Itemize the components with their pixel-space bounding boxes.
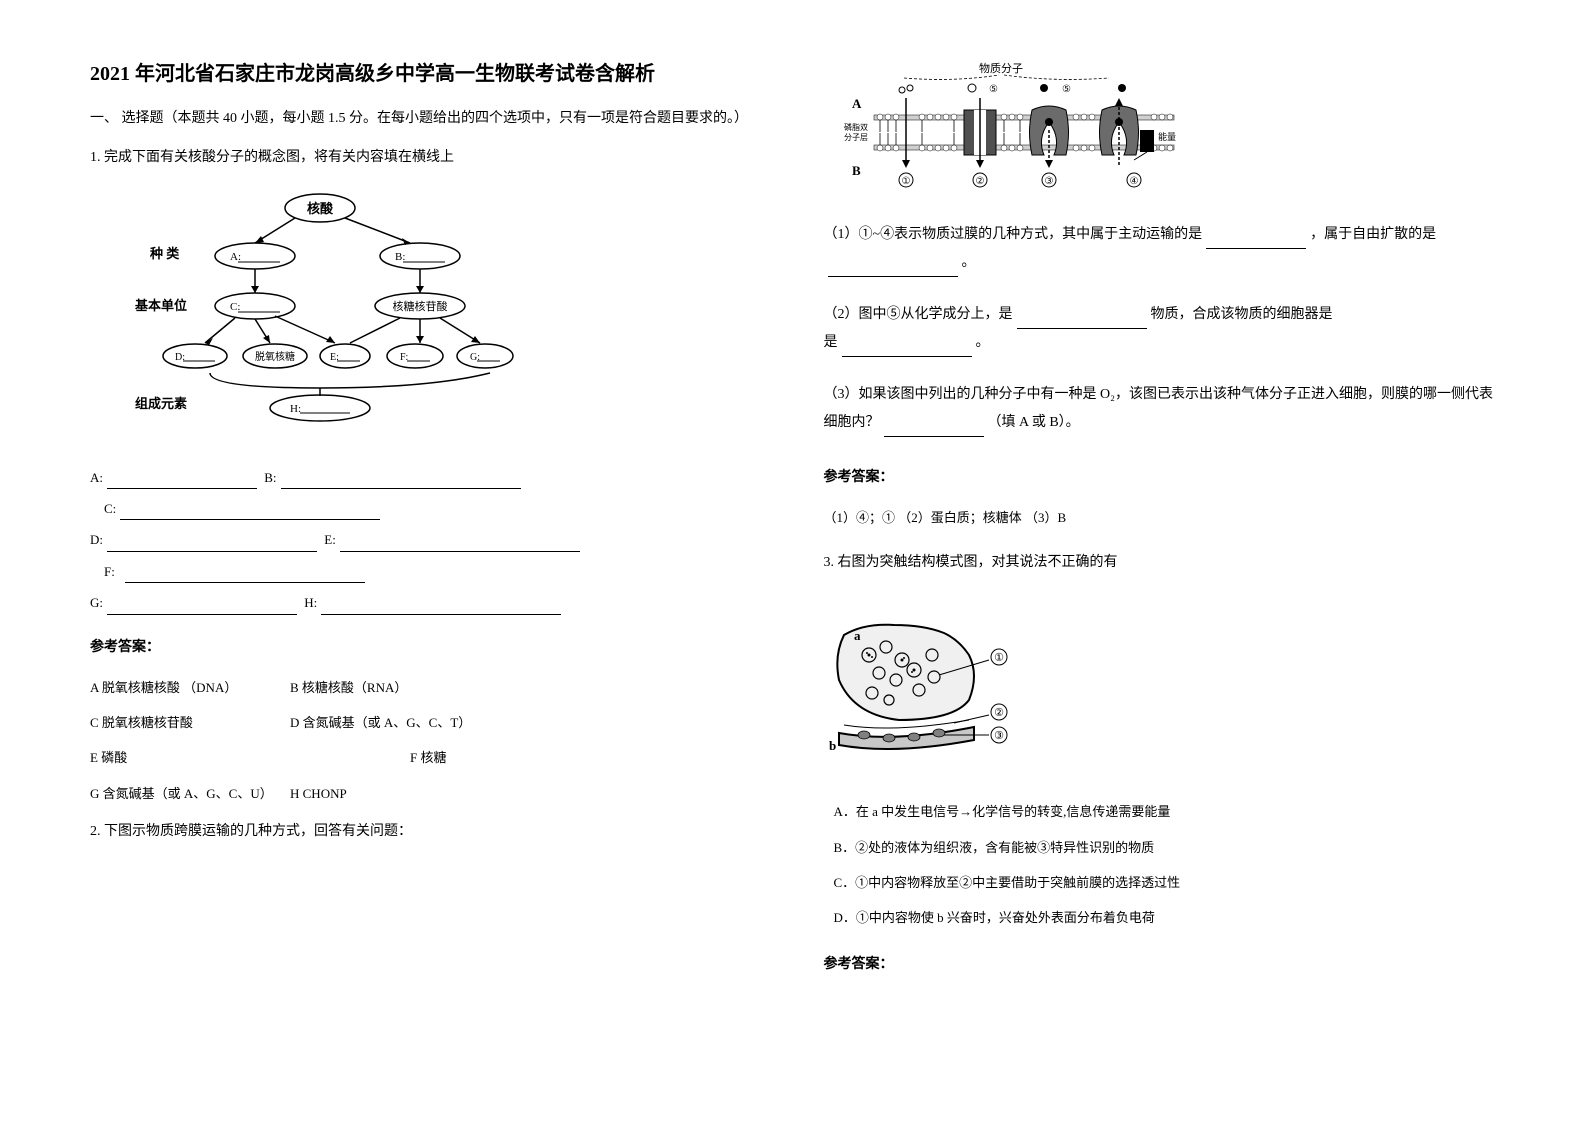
- q2-sub1: （1）①~④表示物质过膜的几种方式，其中属于主动运输的是，属于自由扩散的是 。 …: [824, 221, 1498, 277]
- q2-membrane-diagram: 物质分子 ⑤ ⑤ A B 磷脂双 分子层: [824, 60, 1498, 209]
- q1-blank-row-DE: D: E:: [90, 528, 764, 551]
- svg-text:种 类: 种 类: [149, 246, 180, 261]
- svg-text:⑤: ⑤: [1062, 84, 1071, 95]
- section-1-header: 一、 选择题（本题共 40 小题，每小题 1.5 分。在每小题给出的四个选项中，…: [90, 106, 764, 131]
- q2-sub1-b: ，属于自由扩散的是: [1310, 227, 1436, 242]
- svg-text:C:: C:: [230, 301, 240, 313]
- document-title: 2021 年河北省石家庄市龙岗高级乡中学高一生物联考试卷含解析: [90, 60, 764, 88]
- q1-blank-row-F: F:: [90, 560, 764, 583]
- svg-text:B: B: [852, 163, 861, 178]
- left-column: 2021 年河北省石家庄市龙岗高级乡中学高一生物联考试卷含解析 一、 选择题（本…: [90, 60, 764, 1062]
- label-B: B:: [264, 470, 276, 485]
- q2-blank-1a: [1206, 233, 1306, 249]
- q2-sub3: （3）如果该图中列出的几种分子中有一种是 O₂，该图已表示出该种气体分子正进入细…: [824, 381, 1498, 437]
- blank-E: [340, 536, 580, 552]
- q3-option-A: A．在 a 中发生电信号→化学信号的转变,信息传递需要能量: [824, 800, 1498, 823]
- ans-G: G 含氮碱基（或 A、G、C、U）: [90, 782, 290, 805]
- q1-answer-AB: A 脱氧核糖核酸 （DNA） B 核糖核酸（RNA）: [90, 676, 764, 699]
- svg-text:A: A: [852, 96, 862, 111]
- q1-blank-row-GH: G: H:: [90, 591, 764, 614]
- svg-text:核酸: 核酸: [307, 201, 334, 216]
- q3-prompt: 3. 右图为突触结构模式图，对其说法不正确的有: [824, 550, 1498, 575]
- q1-prompt: 1. 完成下面有关核酸分子的概念图，将有关内容填在横线上: [90, 145, 764, 170]
- blank-G: [107, 599, 297, 615]
- q2-sub2-b: 物质，合成该物质的细胞器是: [1151, 307, 1333, 322]
- q2-sub3-b: （填 A 或 B）。: [988, 415, 1080, 430]
- svg-text:②: ②: [994, 707, 1004, 719]
- svg-text:a: a: [854, 628, 861, 643]
- q1-concept-diagram: 核酸 种 类 A: B: 基本单位 C:: [110, 188, 764, 447]
- q1-answer-GH: G 含氮碱基（或 A、G、C、U） H CHONP: [90, 782, 764, 805]
- svg-text:⑤: ⑤: [989, 84, 998, 95]
- ans-F: F 核糖: [290, 746, 446, 769]
- q2-sub2: （2）图中⑤从化学成分上，是物质，合成该物质的细胞器是 是。: [824, 301, 1498, 357]
- svg-text:能量: 能量: [1158, 131, 1176, 142]
- label-D: D:: [90, 532, 103, 547]
- svg-text:核糖核苷酸: 核糖核苷酸: [393, 299, 448, 313]
- q2-blank-2b: [842, 341, 972, 357]
- q1-answer-CD: C 脱氧核糖核苷酸 D 含氮碱基（或 A、G、C、T）: [90, 711, 764, 734]
- q1-answer-EF: E 磷酸 F 核糖: [90, 746, 764, 769]
- svg-text:分子层: 分子层: [844, 133, 868, 142]
- q2-sub2-a: （2）图中⑤从化学成分上，是: [824, 307, 1013, 322]
- blank-H: [321, 599, 561, 615]
- svg-text:①: ①: [901, 176, 910, 187]
- svg-text:基本单位: 基本单位: [134, 298, 187, 313]
- svg-text:④: ④: [1129, 176, 1138, 187]
- q3-option-C: C．①中内容物释放至②中主要借助于突触前膜的选择透过性: [824, 871, 1498, 894]
- label-C: C:: [104, 501, 116, 516]
- q2-prompt: 2. 下图示物质跨膜运输的几种方式，回答有关问题：: [90, 819, 764, 844]
- q1-answer-header: 参考答案：: [90, 635, 764, 660]
- ans-D: D 含氮碱基（或 A、G、C、T）: [290, 711, 471, 734]
- synapse-svg: a ① ② b ③: [824, 605, 1054, 775]
- svg-text:b: b: [829, 738, 836, 753]
- blank-B: [281, 473, 521, 489]
- membrane-svg: 物质分子 ⑤ ⑤ A B 磷脂双 分子层: [844, 60, 1184, 200]
- svg-text:物质分子: 物质分子: [979, 61, 1023, 75]
- q2-answer: （1）④；① （2）蛋白质；核糖体 （3）B: [824, 506, 1498, 529]
- ans-B: B 核糖核酸（RNA）: [290, 676, 407, 699]
- blank-F: [125, 567, 365, 583]
- svg-text:脱氧核糖: 脱氧核糖: [255, 350, 295, 363]
- q2-sub1-a: （1）①~④表示物质过膜的几种方式，其中属于主动运输的是: [824, 227, 1203, 242]
- q3-answer-header: 参考答案：: [824, 952, 1498, 977]
- svg-text:①: ①: [994, 652, 1004, 664]
- ans-A: A 脱氧核糖核酸 （DNA）: [90, 676, 290, 699]
- label-E: E:: [324, 532, 336, 547]
- ans-H: H CHONP: [290, 782, 347, 805]
- q2-blank-3: [884, 421, 984, 437]
- label-F: F:: [104, 564, 115, 579]
- blank-C: [120, 504, 380, 520]
- right-column: 物质分子 ⑤ ⑤ A B 磷脂双 分子层: [824, 60, 1498, 1062]
- svg-text:B:: B:: [395, 251, 405, 263]
- svg-text:A:: A:: [230, 251, 241, 263]
- q3-option-B: B．②处的液体为组织液，含有能被③特异性识别的物质: [824, 836, 1498, 859]
- ans-E: E 磷酸: [90, 746, 290, 769]
- label-H: H:: [304, 595, 317, 610]
- blank-D: [107, 536, 317, 552]
- q3-option-D: D．①中内容物使 b 兴奋时，兴奋处外表面分布着负电荷: [824, 906, 1498, 929]
- svg-text:②: ②: [975, 176, 984, 187]
- svg-text:③: ③: [1044, 176, 1053, 187]
- q2-answer-header: 参考答案：: [824, 465, 1498, 490]
- svg-text:磷脂双: 磷脂双: [844, 122, 868, 132]
- q2-blank-2a: [1017, 313, 1147, 329]
- blank-A: [107, 473, 257, 489]
- svg-text:③: ③: [994, 730, 1004, 742]
- ans-C: C 脱氧核糖核苷酸: [90, 711, 290, 734]
- concept-map-svg: 核酸 种 类 A: B: 基本单位 C:: [110, 188, 530, 438]
- q2-blank-1b: [828, 261, 958, 277]
- label-G: G:: [90, 595, 103, 610]
- q1-blank-row-C: C:: [90, 497, 764, 520]
- q1-blank-row-AB: A: B:: [90, 466, 764, 489]
- svg-text:组成元素: 组成元素: [135, 396, 187, 411]
- q3-synapse-diagram: a ① ② b ③: [824, 585, 1498, 794]
- svg-text:H:: H:: [290, 403, 301, 415]
- label-A: A:: [90, 470, 103, 485]
